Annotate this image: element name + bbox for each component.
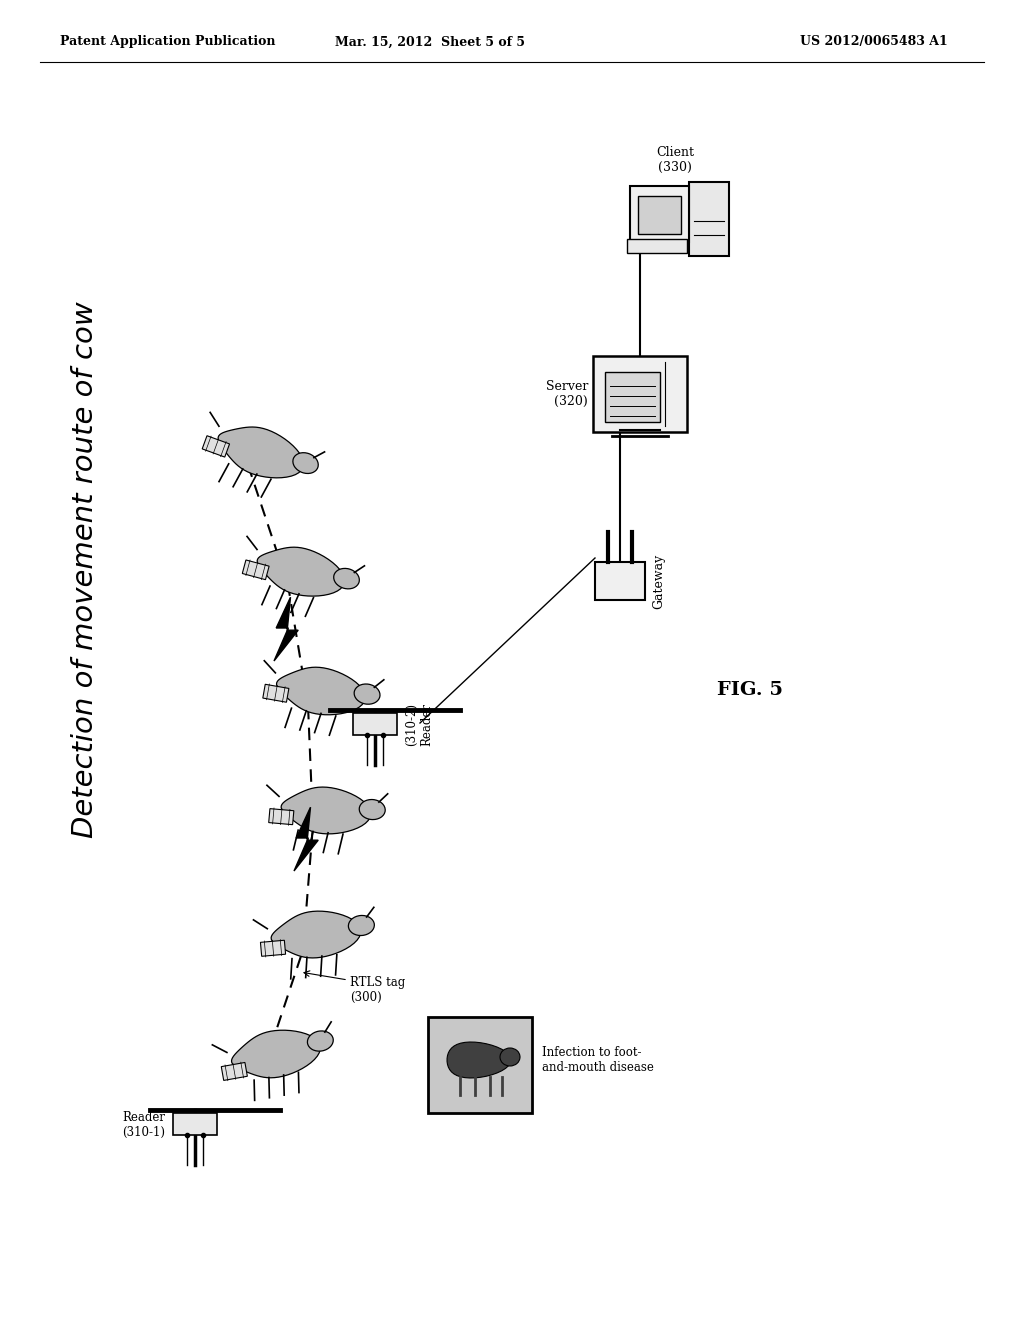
Polygon shape	[447, 1041, 511, 1078]
Polygon shape	[231, 1030, 321, 1078]
Text: Mar. 15, 2012  Sheet 5 of 5: Mar. 15, 2012 Sheet 5 of 5	[335, 36, 525, 49]
Polygon shape	[243, 560, 269, 579]
Text: Server
(320): Server (320)	[546, 380, 588, 408]
FancyBboxPatch shape	[353, 713, 397, 735]
FancyBboxPatch shape	[627, 239, 687, 253]
Polygon shape	[221, 1063, 248, 1081]
Polygon shape	[274, 597, 298, 661]
Polygon shape	[282, 787, 371, 834]
Polygon shape	[271, 911, 360, 958]
Polygon shape	[202, 436, 229, 457]
Text: Infection to foot-
and-mouth disease: Infection to foot- and-mouth disease	[542, 1045, 654, 1074]
Ellipse shape	[334, 569, 359, 589]
Ellipse shape	[354, 684, 380, 704]
Text: Reader
(310-1): Reader (310-1)	[122, 1111, 165, 1139]
Text: Gateway: Gateway	[652, 553, 665, 609]
Text: RTLS tag
(300): RTLS tag (300)	[350, 975, 406, 1005]
FancyBboxPatch shape	[605, 372, 660, 422]
Text: Patent Application Publication: Patent Application Publication	[60, 36, 275, 49]
FancyBboxPatch shape	[595, 562, 645, 601]
Polygon shape	[294, 808, 318, 871]
Polygon shape	[218, 426, 303, 478]
Polygon shape	[257, 548, 345, 597]
Text: Client
(330): Client (330)	[656, 147, 694, 174]
Ellipse shape	[359, 800, 385, 820]
Text: US 2012/0065483 A1: US 2012/0065483 A1	[800, 36, 948, 49]
FancyBboxPatch shape	[638, 195, 681, 234]
Ellipse shape	[348, 916, 375, 936]
Text: FIG. 5: FIG. 5	[717, 681, 783, 700]
Ellipse shape	[307, 1031, 333, 1051]
Ellipse shape	[500, 1048, 520, 1067]
Text: (310-2)
Reader: (310-2) Reader	[406, 704, 433, 747]
Polygon shape	[268, 809, 294, 825]
FancyBboxPatch shape	[593, 356, 687, 432]
FancyBboxPatch shape	[428, 1016, 532, 1113]
FancyBboxPatch shape	[630, 186, 689, 242]
FancyBboxPatch shape	[689, 182, 729, 256]
Polygon shape	[263, 684, 289, 702]
Polygon shape	[276, 667, 366, 714]
Ellipse shape	[293, 453, 318, 474]
FancyBboxPatch shape	[173, 1113, 217, 1135]
Polygon shape	[260, 940, 286, 956]
Text: Detection of movement route of cow: Detection of movement route of cow	[71, 302, 99, 838]
